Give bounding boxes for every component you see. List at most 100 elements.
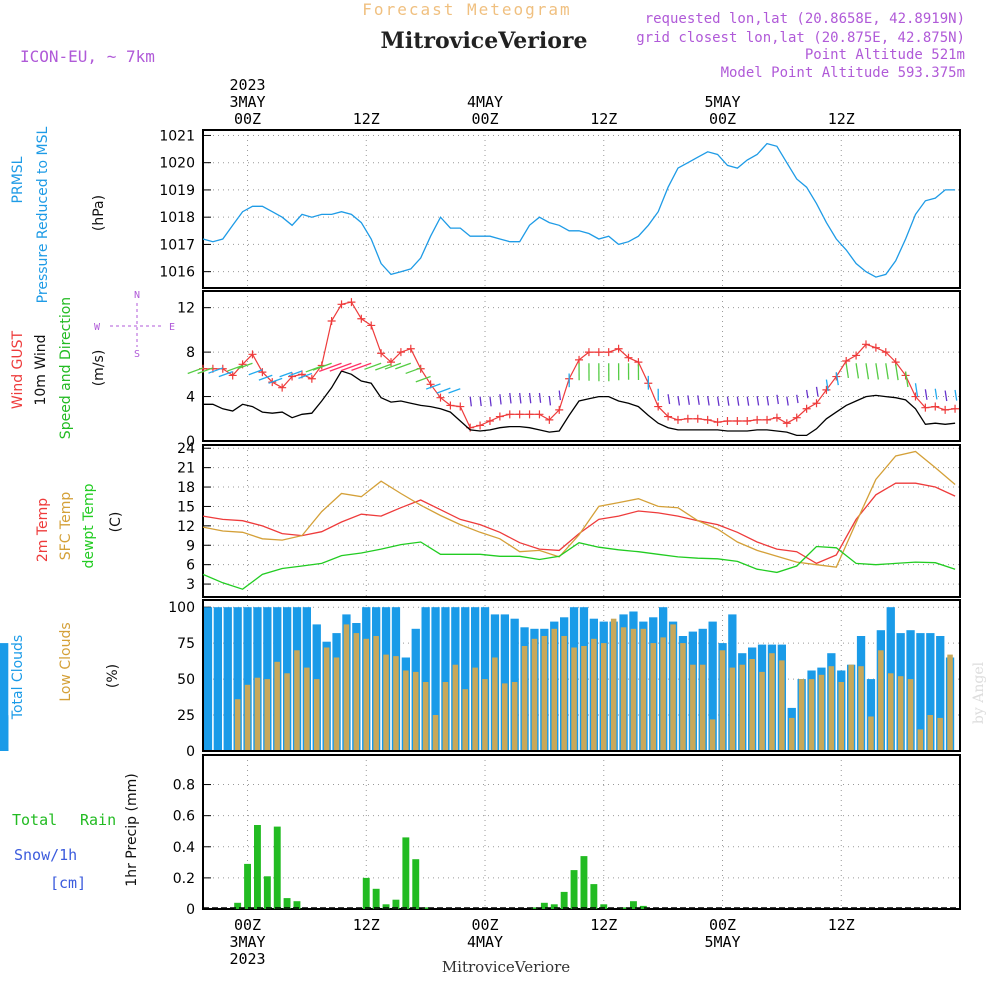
wind-direction-arrow [509,392,512,404]
model-name: ICON-EU, ~ 7km [20,47,155,66]
gust-marker [683,414,692,423]
top-time-label: 00Z [471,110,498,128]
bottom-time-label: 00Z [709,916,736,934]
rain-bar [382,904,390,909]
low-clouds-bar [749,659,755,751]
low-clouds-label: Low Clouds [58,622,74,701]
wind-direction-arrow [687,395,690,405]
wind-tick-label: 8 [186,345,195,361]
wind-direction-arrow [519,392,522,404]
low-clouds-bar [403,670,409,751]
gust-marker [792,413,801,422]
low-clouds-bar [680,643,686,751]
clouds-tick-label: 50 [177,672,195,688]
wind10-label: 10m Wind [33,334,49,405]
wind-direction-arrow [288,370,303,377]
wind-direction-arrow [479,396,482,407]
wind-direction-arrow [258,374,273,381]
super-title: Forecast Meteogram [362,0,571,19]
low-clouds-bar [888,673,894,751]
total-clouds-bar [500,614,509,751]
gust-marker [921,403,930,412]
gust-marker [337,300,346,309]
clouds-tick-label: 100 [168,600,195,616]
gust-marker [485,417,494,425]
sfc-temp-line [202,450,956,568]
total-clouds-bar [461,607,470,751]
rain-label-total: Total [12,811,57,829]
bottom-time-label: 00Z [234,916,261,934]
wind-direction-arrow [707,395,710,406]
wind-gust-label: Wind GUST [10,330,26,409]
low-clouds-bar [561,636,567,751]
wind-direction-arrow [448,388,461,394]
gust-marker [772,413,781,422]
wind-direction-arrow [528,392,532,404]
pressure-tick-label: 1017 [159,237,195,253]
gust-marker [654,402,663,411]
wind-dir-label-group: Speed and Direction [58,297,74,439]
gust-marker [228,371,237,380]
low-clouds-bar [601,643,607,751]
gust-marker [713,418,722,427]
rain-bar [234,902,242,909]
gust-marker [802,404,811,413]
wind-direction-arrow [677,395,681,406]
wind-direction-arrow [875,363,880,380]
temp-tick-label: 6 [186,558,195,574]
wind-direction-arrow [865,363,870,380]
wind-tick-label: 12 [177,301,195,317]
wind10-line [203,370,956,437]
wind-direction-arrow [248,369,263,376]
wind-direction-arrow [364,362,382,370]
low-clouds-bar [492,657,498,751]
low-clouds-bar [581,646,587,751]
temp-tick-label: 21 [177,461,195,477]
wind-direction-arrow [934,388,938,400]
wind-direction-arrow [305,365,322,373]
low-clouds-bar [739,664,745,751]
gust-marker [782,419,791,428]
temp2m-line [202,482,956,565]
clouds-tick-label: 25 [177,708,195,724]
prmsl-line [202,142,956,278]
wind-direction-arrow [298,372,313,379]
gust-marker [278,383,287,392]
rain-bar [283,898,291,909]
low-clouds-bar [284,673,290,751]
low-clouds-bar [769,653,775,751]
wind-direction-arrow [319,362,342,372]
gust-marker [396,348,405,357]
wind-tick-label: 0 [186,434,195,450]
rain-bar [620,907,627,909]
total-clouds-bar [0,643,9,751]
precip-tick-label: 0.4 [173,840,195,856]
bottom-time-label: 00Z [471,916,498,934]
gust-marker [446,401,455,410]
low-clouds-bar [660,637,666,751]
gust-marker [941,405,950,414]
wind-direction-arrow [395,362,412,370]
wind-direction-arrow [796,394,799,404]
pressure-frame [202,129,961,289]
clouds-tick-label: 75 [177,636,195,652]
gust-marker [584,348,593,357]
dewpt-temp-line [202,541,956,590]
rain-bar [402,837,410,909]
low-clouds-bar [719,650,726,751]
low-clouds-bar [917,729,924,751]
precip-unit: 1hr Precip (mm) [124,773,140,886]
pressure-tick-label: 1021 [159,128,195,144]
low-clouds-bar [442,682,449,751]
wind-direction-arrow [716,396,720,407]
station-title: MitroviceVeriore [381,28,588,54]
total-clouds-bar [0,748,9,751]
low-clouds-bar [798,679,805,751]
gust-marker [753,415,762,424]
temp2m-label: 2m Temp [35,498,51,562]
rain-bar [600,904,608,909]
low-clouds-bar [937,717,943,751]
